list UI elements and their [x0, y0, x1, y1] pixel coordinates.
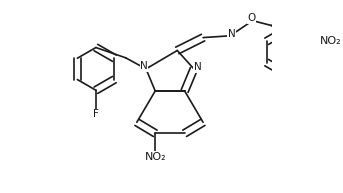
Text: N: N [140, 61, 148, 71]
Text: N: N [228, 29, 236, 39]
Text: O: O [247, 13, 256, 23]
Text: F: F [93, 109, 99, 119]
Text: NO₂: NO₂ [320, 36, 342, 46]
Text: N: N [194, 62, 201, 72]
Text: NO₂: NO₂ [144, 152, 166, 162]
